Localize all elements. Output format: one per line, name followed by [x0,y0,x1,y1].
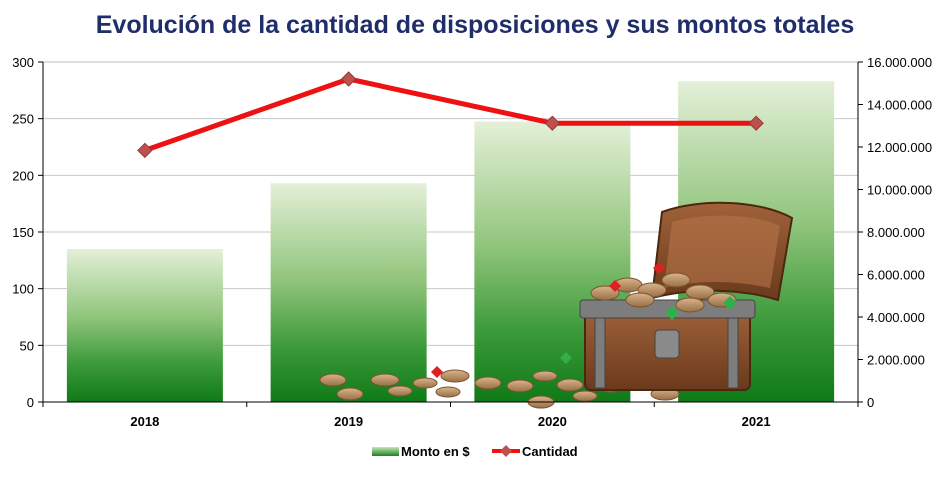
right-tick-label: 4.000.000 [867,310,925,325]
x-tick-label: 2018 [130,414,159,429]
left-tick-label: 100 [12,282,34,297]
point-cantidad [340,71,357,87]
cantidad-line [137,71,764,159]
right-tick-label: 6.000.000 [867,268,925,283]
coin-pile-icon [590,262,737,320]
bar-monto [270,183,427,402]
legend-swatch-cantidad-marker [500,445,512,457]
right-tick-label: 8.000.000 [867,225,925,240]
chart-title: Evolución de la cantidad de disposicione… [96,11,855,39]
x-tick-label: 2021 [742,414,771,429]
left-tick-label: 0 [27,395,34,410]
left-tick-label: 200 [12,168,34,183]
right-tick-label: 2.000.000 [867,353,925,368]
legend-label-cantidad: Cantidad [522,444,578,459]
point-cantidad [544,115,561,131]
right-tick-label: 0 [867,395,874,410]
axes: 0 50 100 150 200 250 300 0 2.000.000 4.000.000 6.0… [12,55,932,429]
line-cantidad [144,76,757,153]
left-tick-label: 300 [12,55,34,70]
right-tick-label: 10.000.000 [867,183,932,198]
left-tick-label: 250 [12,112,34,127]
x-tick-label: 2020 [538,414,567,429]
bar-monto [66,249,223,402]
x-tick-label: 2019 [334,414,363,429]
right-tick-label: 16.000.000 [867,55,932,70]
point-cantidad [748,115,764,131]
legend: Monto en $ Cantidad [372,444,578,459]
left-tick-label: 50 [20,338,34,353]
point-cantidad [137,142,153,159]
right-tick-label: 12.000.000 [867,140,932,155]
right-tick-label: 14.000.000 [867,98,932,113]
legend-swatch-monto [372,447,399,456]
left-tick-label: 150 [12,225,34,240]
legend-label-monto: Monto en $ [401,444,470,459]
treasure-chest-icon [319,201,794,409]
